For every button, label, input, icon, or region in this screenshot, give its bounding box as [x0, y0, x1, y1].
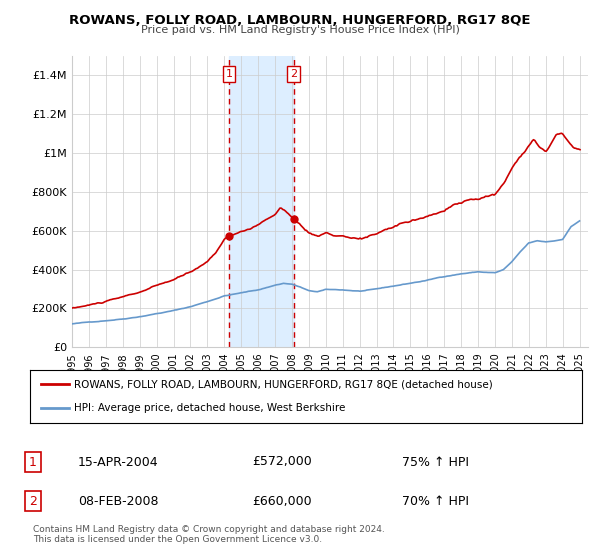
Text: 70% ↑ HPI: 70% ↑ HPI — [402, 494, 469, 508]
Text: £660,000: £660,000 — [252, 494, 311, 508]
Text: 08-FEB-2008: 08-FEB-2008 — [78, 494, 158, 508]
Text: 1: 1 — [226, 69, 233, 79]
Text: HPI: Average price, detached house, West Berkshire: HPI: Average price, detached house, West… — [74, 403, 346, 413]
Text: 75% ↑ HPI: 75% ↑ HPI — [402, 455, 469, 469]
Text: £572,000: £572,000 — [252, 455, 312, 469]
Text: ROWANS, FOLLY ROAD, LAMBOURN, HUNGERFORD, RG17 8QE (detached house): ROWANS, FOLLY ROAD, LAMBOURN, HUNGERFORD… — [74, 380, 493, 390]
Bar — [229, 56, 294, 347]
Text: 2: 2 — [29, 494, 37, 508]
Text: 2: 2 — [290, 69, 298, 79]
Text: Price paid vs. HM Land Registry's House Price Index (HPI): Price paid vs. HM Land Registry's House … — [140, 25, 460, 35]
Text: Contains HM Land Registry data © Crown copyright and database right 2024.
This d: Contains HM Land Registry data © Crown c… — [33, 525, 385, 544]
Text: ROWANS, FOLLY ROAD, LAMBOURN, HUNGERFORD, RG17 8QE: ROWANS, FOLLY ROAD, LAMBOURN, HUNGERFORD… — [69, 14, 531, 27]
Text: 15-APR-2004: 15-APR-2004 — [78, 455, 158, 469]
Text: 1: 1 — [29, 455, 37, 469]
